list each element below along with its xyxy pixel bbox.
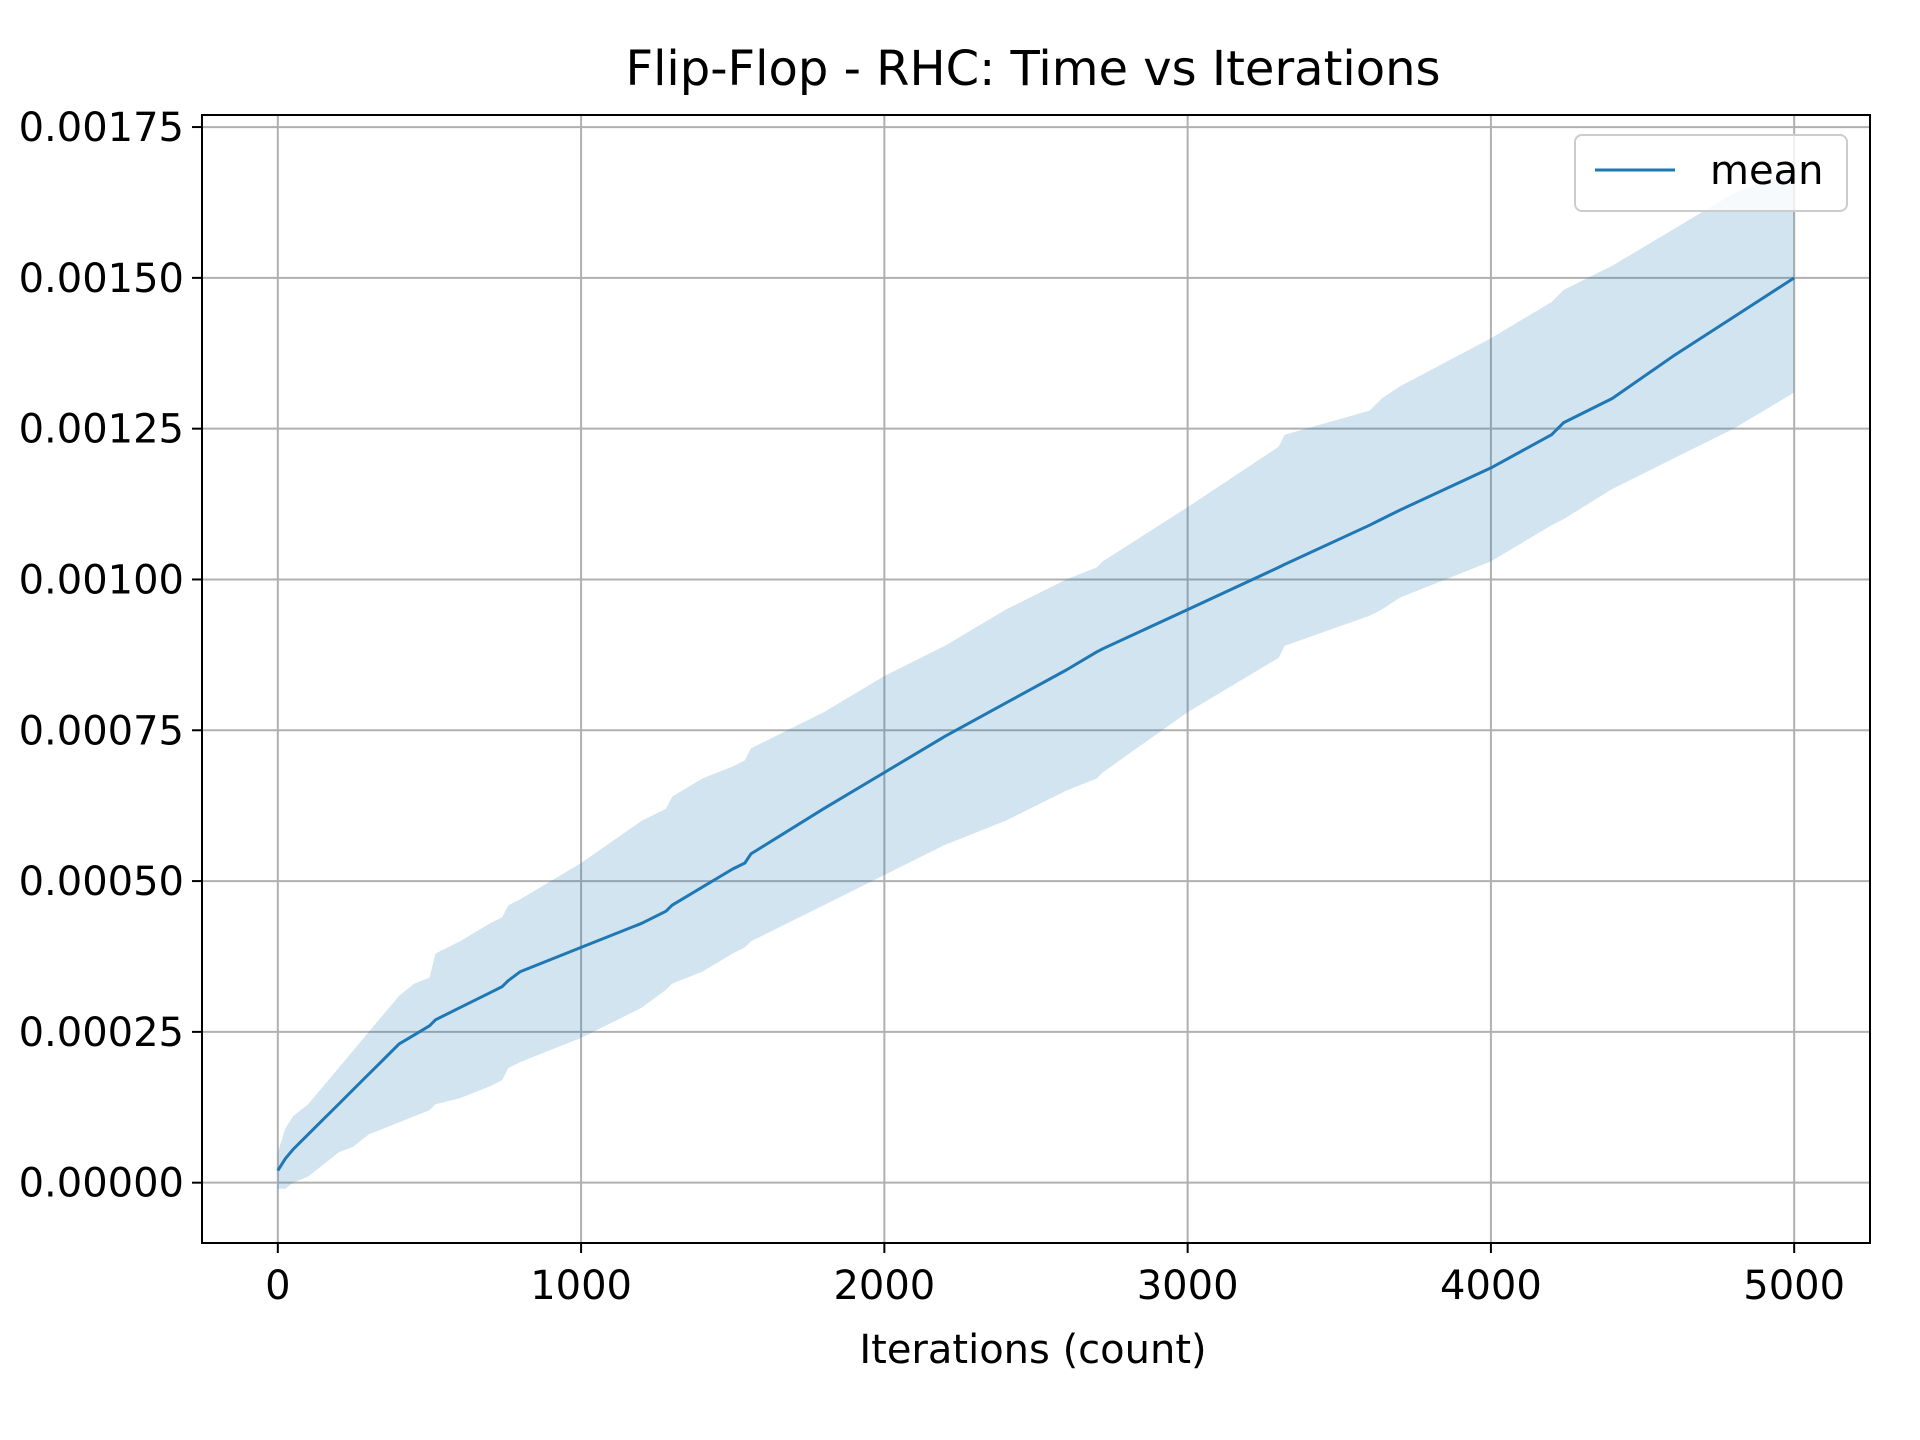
legend-box bbox=[1574, 134, 1848, 212]
series-line-mean bbox=[276, 276, 1796, 1172]
band-mean bbox=[277, 169, 1795, 1189]
x-tick-label: 0 bbox=[265, 1263, 290, 1309]
y-tick-label: 0.00050 bbox=[19, 859, 184, 905]
y-tick-label: 0.00150 bbox=[19, 256, 184, 302]
y-tick-label: 0.00000 bbox=[19, 1161, 184, 1207]
plot-frame bbox=[201, 114, 1871, 1244]
ticks: 0 1000 2000 3000 4000 5000 0.00000 0.00025 0.000… bbox=[19, 105, 1846, 1309]
y-tick-label: 0.00025 bbox=[19, 1010, 184, 1056]
grid bbox=[202, 115, 1870, 1243]
x-tick-label: 4000 bbox=[1440, 1263, 1542, 1309]
plot-content bbox=[276, 169, 1796, 1189]
x-axis-label: Iterations (count) bbox=[859, 1327, 1206, 1373]
y-tick-label: 0.00175 bbox=[19, 105, 184, 151]
y-tick-label: 0.00125 bbox=[19, 407, 184, 453]
chart-title: Flip-Flop - RHC: Time vs Iterations bbox=[625, 41, 1440, 97]
x-tick-label: 5000 bbox=[1743, 1263, 1845, 1309]
y-tick-label: 0.00075 bbox=[19, 708, 184, 754]
x-tick-label: 2000 bbox=[833, 1263, 935, 1309]
x-tick-label: 3000 bbox=[1137, 1263, 1239, 1309]
x-tick-label: 1000 bbox=[530, 1263, 632, 1309]
y-tick-label: 0.00100 bbox=[19, 557, 184, 603]
legend: mean bbox=[1574, 134, 1848, 212]
legend-label-mean: mean bbox=[1710, 148, 1823, 194]
